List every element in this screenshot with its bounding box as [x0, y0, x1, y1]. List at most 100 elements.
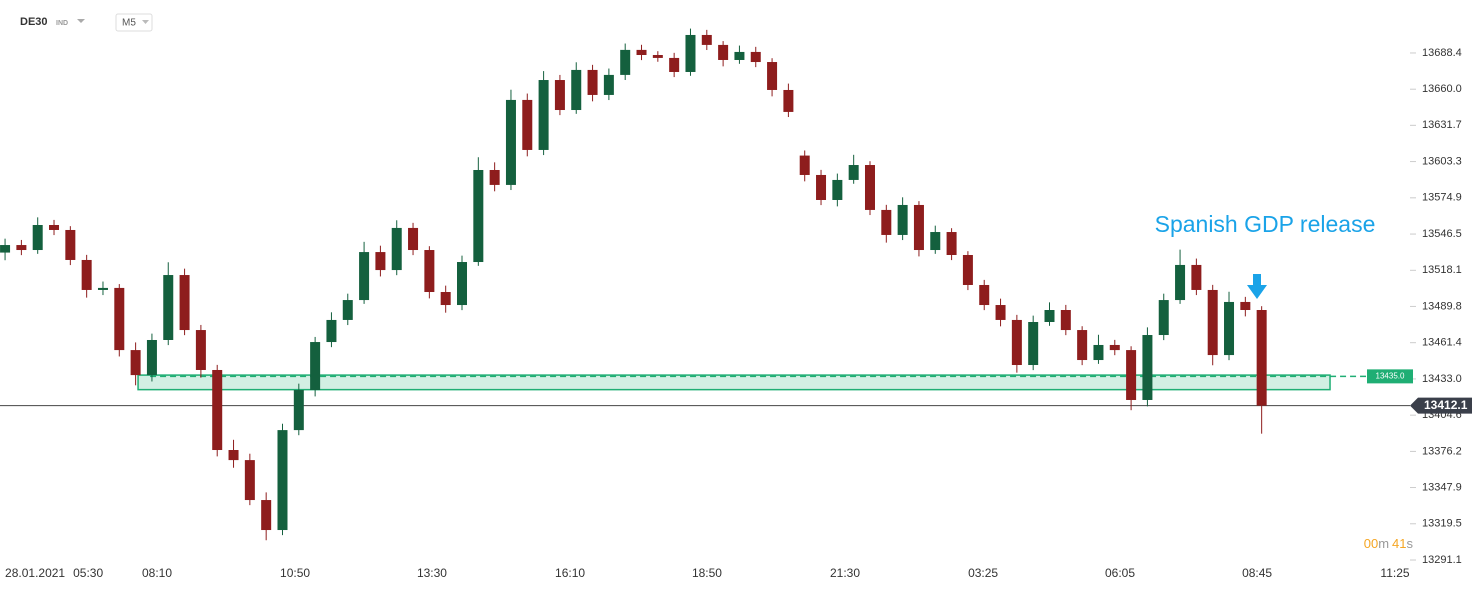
candle-body	[440, 292, 451, 306]
candle-body	[767, 62, 778, 90]
candle-body	[554, 80, 565, 111]
y-tick-label: 13376.2	[1422, 445, 1462, 457]
candle-body	[816, 174, 827, 200]
candle-body	[685, 34, 696, 72]
timeframe[interactable]: M5	[122, 18, 136, 29]
timeframe-box[interactable]	[115, 13, 153, 32]
y-tick-label: 13461.4	[1422, 337, 1462, 349]
x-tick-label: 06:05	[1105, 566, 1135, 580]
candle-body	[408, 227, 419, 251]
x-tick-label: 21:30	[830, 566, 860, 580]
candle-body	[49, 225, 60, 230]
candle-body	[195, 330, 206, 370]
candle-body	[522, 99, 533, 150]
candle-body	[1044, 310, 1055, 323]
candle-body	[163, 275, 174, 340]
candle-body	[32, 225, 43, 251]
candle-body	[962, 254, 973, 285]
candle-body	[1109, 344, 1120, 351]
y-tick-label: 13574.9	[1422, 192, 1462, 204]
candle-body	[114, 287, 125, 351]
candle-body	[489, 169, 500, 185]
candle-body	[244, 460, 255, 501]
dropdown-arrow[interactable]	[77, 19, 85, 23]
y-tick-label: 13347.9	[1422, 481, 1462, 493]
candle-body	[342, 300, 353, 320]
countdown-unit: s	[1407, 536, 1414, 551]
y-tick-label: 13489.8	[1422, 300, 1462, 312]
candle-body	[1077, 330, 1088, 361]
candle-body	[326, 319, 337, 343]
candle-body	[1126, 350, 1137, 400]
candle-body	[473, 169, 484, 263]
x-tick-label: 11:25	[1380, 566, 1409, 580]
y-tick-label: 13603.3	[1422, 155, 1462, 167]
candle-body	[375, 252, 386, 271]
support-zone	[137, 374, 1331, 391]
annotation: Spanish GDP release	[1155, 211, 1376, 237]
candle-body	[1158, 300, 1169, 336]
candle-body	[995, 305, 1006, 320]
x-tick-label: 08:10	[142, 566, 172, 580]
candle-body	[669, 57, 680, 72]
candle-body	[1191, 264, 1202, 290]
x-tick-label: 18:50	[692, 566, 722, 580]
y-tick-label: 13631.7	[1422, 119, 1462, 131]
candle-body	[359, 252, 370, 301]
candle-body	[1011, 319, 1022, 366]
y-tick-label: 13291.1	[1422, 554, 1462, 566]
candle-body	[881, 209, 892, 235]
candle-body	[734, 51, 745, 60]
symbol-type: IND	[56, 20, 68, 27]
candle-body	[864, 165, 875, 210]
candle-body	[799, 155, 810, 175]
candle-body	[946, 232, 957, 255]
y-tick-label: 13688.4	[1422, 47, 1462, 59]
candle-body	[571, 69, 582, 111]
candle-body	[750, 51, 761, 63]
candle-body	[652, 55, 663, 58]
candle-body	[97, 287, 108, 290]
symbol[interactable]: DE30	[20, 16, 48, 28]
candle-body	[212, 369, 223, 451]
candle-body	[1240, 301, 1251, 311]
x-tick-label: 16:10	[555, 566, 585, 580]
candle-body	[228, 450, 239, 461]
candle-body	[587, 69, 598, 95]
candle-body	[1060, 310, 1071, 331]
last-price-box	[1410, 397, 1472, 414]
y-tick-label: 13546.5	[1422, 228, 1462, 240]
candle-body	[391, 227, 402, 271]
candle-body	[81, 259, 92, 290]
candle-body	[897, 204, 908, 235]
candle-body	[930, 232, 941, 251]
y-tick-label: 13319.5	[1422, 518, 1462, 530]
candle-body	[620, 49, 631, 75]
candle-body	[538, 80, 549, 150]
candle-body	[1256, 310, 1267, 406]
level-label-box	[1367, 369, 1413, 384]
dropdown-arrow[interactable]	[142, 20, 149, 24]
candle-body	[832, 179, 843, 200]
candle-body	[65, 229, 76, 260]
candle-body	[0, 245, 11, 253]
candle-body	[718, 44, 729, 60]
candle-body	[979, 284, 990, 306]
countdown-unit: m	[1378, 536, 1389, 551]
candle-body	[913, 204, 924, 251]
countdown-seconds: 41	[1392, 536, 1406, 551]
candle-body	[603, 74, 614, 95]
candle-body	[1142, 335, 1153, 400]
x-tick-label: 05:30	[73, 566, 103, 580]
candle-body	[505, 99, 516, 185]
last-price-label: 13412.1	[1424, 398, 1468, 412]
candle-body	[1175, 264, 1186, 301]
candle-body	[457, 262, 468, 306]
candle-body	[277, 430, 288, 531]
x-tick-label: 03:25	[968, 566, 998, 580]
y-tick-label: 13433.0	[1422, 373, 1462, 385]
countdown: 00m 41s	[1364, 536, 1414, 551]
x-tick-label: 13:30	[417, 566, 447, 580]
y-tick-label: 13660.0	[1422, 83, 1462, 95]
x-tick-label: 28.01.2021	[5, 566, 65, 580]
